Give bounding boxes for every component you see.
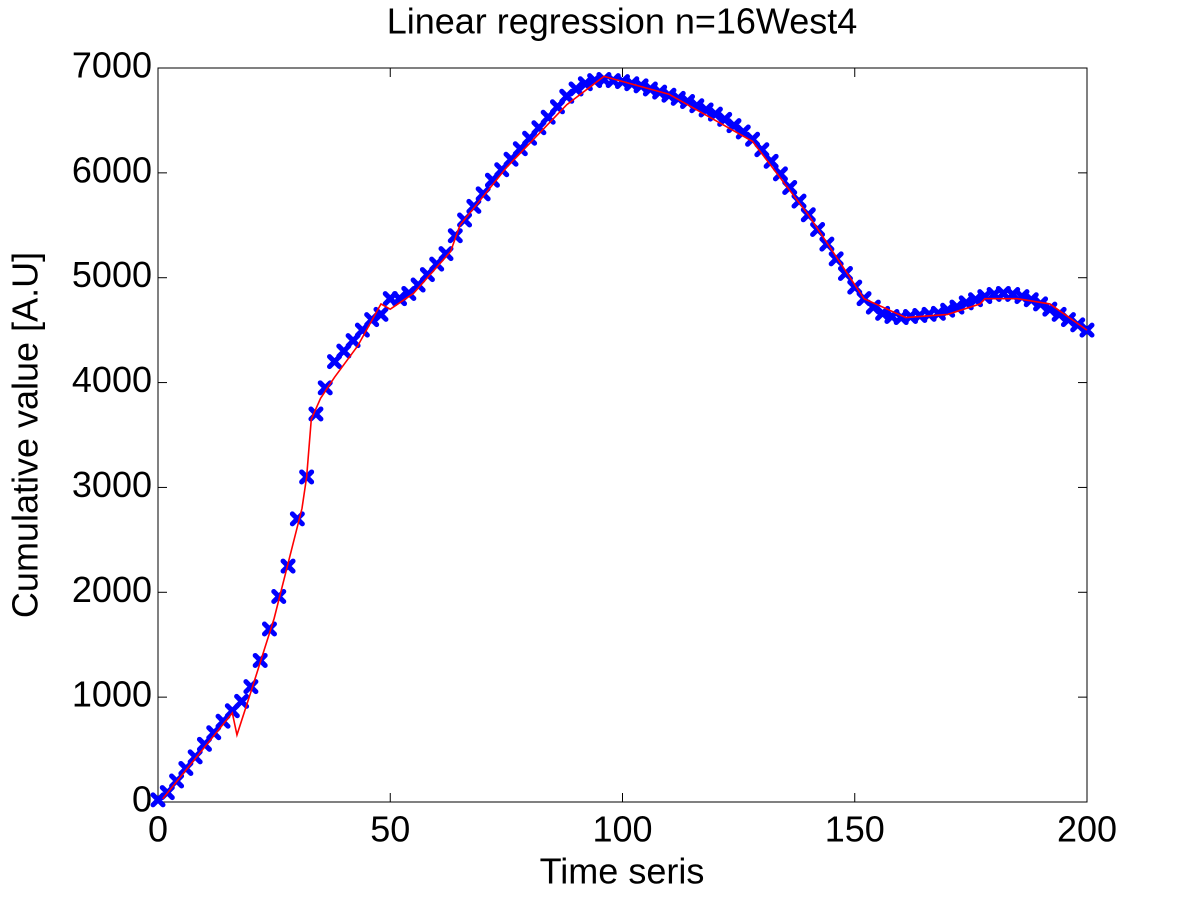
y-tick-label: 6000 [72, 149, 152, 190]
data-point [271, 588, 287, 604]
x-tick-label: 150 [825, 809, 885, 850]
data-point [438, 246, 454, 262]
x-tick-label: 50 [370, 809, 410, 850]
y-tick-label: 7000 [72, 45, 152, 86]
data-point [234, 693, 250, 709]
y-tick-label: 4000 [72, 359, 152, 400]
data-point [1033, 296, 1049, 312]
x-tick-label: 100 [592, 809, 652, 850]
x-tick-label: 0 [148, 809, 168, 850]
data-point [680, 94, 696, 110]
y-tick-label: 1000 [72, 674, 152, 715]
data-point [317, 380, 333, 396]
y-tick-label: 2000 [72, 569, 152, 610]
data-point [707, 106, 723, 122]
data-point [689, 98, 705, 114]
data-point [754, 142, 770, 158]
data-point [568, 81, 584, 97]
plot-frame [157, 67, 1088, 803]
data-point [772, 166, 788, 182]
data-point [782, 180, 798, 196]
data-point [1060, 312, 1076, 328]
data-point [206, 725, 222, 741]
data-point [763, 153, 779, 169]
y-tick-label: 0 [132, 779, 152, 820]
y-axis-label: Cumulative value [A.U] [5, 252, 46, 618]
y-tick-label: 3000 [72, 464, 152, 505]
data-point [475, 186, 491, 202]
x-axis-label: Time seris [540, 851, 705, 892]
data-point [1023, 292, 1039, 308]
regression-line [162, 75, 1088, 800]
y-tick-label: 5000 [72, 254, 152, 295]
data-point [1079, 322, 1095, 338]
data-point [392, 291, 408, 307]
data-point [1051, 306, 1067, 322]
data-point [196, 736, 212, 752]
data-point [447, 228, 463, 244]
data-point [261, 621, 277, 637]
chart-title: Linear regression n=16West4 [387, 1, 858, 42]
x-tick-label: 200 [1057, 809, 1117, 850]
